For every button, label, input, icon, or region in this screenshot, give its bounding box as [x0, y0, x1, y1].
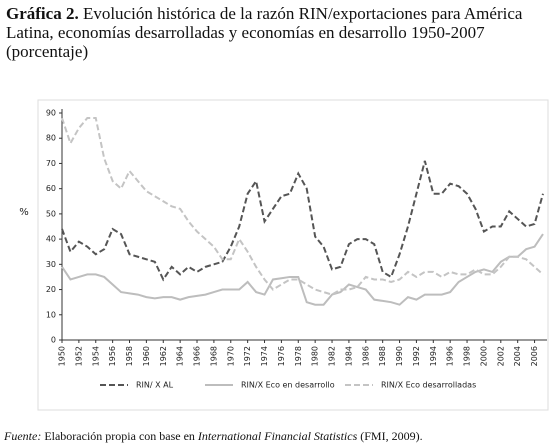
x-tick-label: 2002 [496, 346, 505, 366]
x-tick-label: 1964 [176, 346, 185, 366]
x-tick-label: 1966 [193, 346, 202, 366]
x-tick-label: 2000 [479, 346, 488, 366]
y-tick-label: 40 [46, 235, 56, 244]
y-tick-label: 10 [46, 310, 56, 319]
y-tick-label: 20 [46, 285, 56, 294]
x-tick-label: 1988 [378, 346, 387, 366]
x-tick-label: 2004 [513, 346, 522, 366]
x-tick-label: 1962 [159, 346, 168, 366]
source-title: International Financial Statistics [197, 429, 358, 443]
source-ref: (FMI, 2009). [360, 429, 423, 443]
x-tick-label: 1956 [108, 346, 117, 366]
y-tick-label: 0 [51, 336, 56, 345]
y-tick-label: 80 [46, 134, 56, 143]
x-tick-label: 1968 [209, 346, 218, 366]
x-tick-label: 2006 [530, 346, 539, 366]
x-tick-label: 1996 [446, 346, 455, 366]
source-label: Fuente: [4, 429, 42, 443]
y-tick-label: 30 [46, 260, 56, 269]
x-tick-label: 1952 [74, 346, 83, 366]
x-tick-label: 1984 [344, 346, 353, 366]
series-line [61, 160, 544, 282]
y-tick-label: 60 [46, 184, 56, 193]
x-tick-label: 1990 [395, 346, 404, 366]
y-tick-label: 70 [46, 159, 56, 168]
x-tick-label: 1976 [277, 346, 286, 366]
x-tick-label: 1982 [328, 346, 337, 366]
x-tick-label: 1978 [294, 346, 303, 366]
legend-label: RIN/X Eco desarrolladas [381, 381, 476, 390]
x-tick-label: 1986 [361, 346, 370, 366]
x-tick-label: 1972 [243, 346, 252, 366]
x-tick-label: 1980 [311, 346, 320, 366]
x-tick-label: 1994 [429, 346, 438, 366]
x-tick-label: 1970 [226, 346, 235, 366]
source: Fuente: Elaboración propia con base en I… [4, 429, 423, 444]
x-tick-label: 1960 [142, 346, 151, 366]
y-tick-label: 50 [46, 209, 56, 218]
legend-label: RIN/X Eco en desarrollo [241, 381, 335, 390]
x-tick-label: 1992 [412, 346, 421, 366]
series-line [61, 117, 544, 296]
x-tick-label: 1958 [125, 346, 134, 366]
y-tick-label: 90 [46, 109, 56, 118]
chart-title: Evolución histórica de la razón RIN/expo… [6, 4, 523, 61]
source-text: Elaboración propia con base en [44, 429, 195, 443]
x-tick-label: 1950 [58, 346, 67, 366]
figure-label: Gráfica 2. [6, 4, 79, 23]
x-tick-label: 1954 [91, 346, 100, 366]
chart: % 0 10 20 30 40 50 60 70 80 90 1950 1952 1954 1956 195… [19, 99, 549, 411]
y-axis-label: % [19, 207, 29, 218]
legend-label: RIN/ X AL [136, 381, 174, 390]
x-tick-label: 1974 [260, 346, 269, 366]
chart-frame [37, 99, 549, 411]
title-block: Gráfica 2. Evolución histórica de la raz… [6, 4, 536, 61]
series-line [61, 233, 544, 306]
x-tick-label: 1998 [463, 346, 472, 366]
